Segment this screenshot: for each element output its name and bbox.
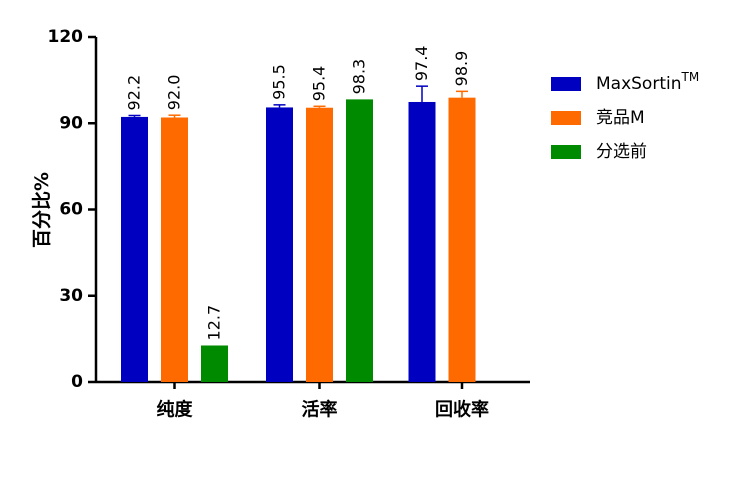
data-label: 95.5	[270, 64, 289, 100]
legend-swatch	[551, 111, 581, 125]
bar	[201, 345, 228, 382]
bar	[448, 97, 476, 382]
y-axis-title: 百分比%	[31, 172, 53, 248]
bar	[161, 117, 188, 382]
data-label: 92.2	[125, 75, 144, 111]
bars-group: 92.2 92.0 12.7 95.5 95.4 98.3 97.4 98.9	[121, 46, 476, 383]
data-label: 97.4	[412, 46, 431, 82]
x-category-label: 回收率	[435, 399, 489, 421]
x-category-label: 纯度	[157, 399, 194, 421]
bar	[346, 99, 373, 382]
data-label: 92.0	[165, 75, 184, 111]
x-category-label: 活率	[302, 399, 338, 421]
bar	[121, 116, 148, 383]
y-tick-label: 60	[59, 200, 83, 220]
y-tick-label: 90	[59, 113, 83, 133]
data-label: 95.4	[310, 66, 329, 102]
legend-label: 分选前	[596, 142, 647, 162]
y-tick-label: 120	[48, 27, 84, 47]
data-label: 98.3	[350, 59, 369, 95]
legend-label: 竞品M	[596, 108, 645, 128]
y-tick-label: 30	[59, 286, 83, 306]
bar	[408, 101, 436, 382]
bar	[266, 107, 293, 382]
data-label: 98.9	[452, 51, 471, 87]
y-tick-label: 0	[71, 372, 83, 392]
bar	[306, 107, 333, 382]
legend-swatch	[551, 145, 581, 159]
legend-superscript: TM	[681, 70, 700, 84]
legend: MaxSortinTM 竞品M 分选前	[551, 70, 699, 162]
legend-label: MaxSortinTM	[596, 70, 699, 94]
data-label: 12.7	[205, 305, 224, 341]
legend-swatch	[551, 77, 581, 91]
